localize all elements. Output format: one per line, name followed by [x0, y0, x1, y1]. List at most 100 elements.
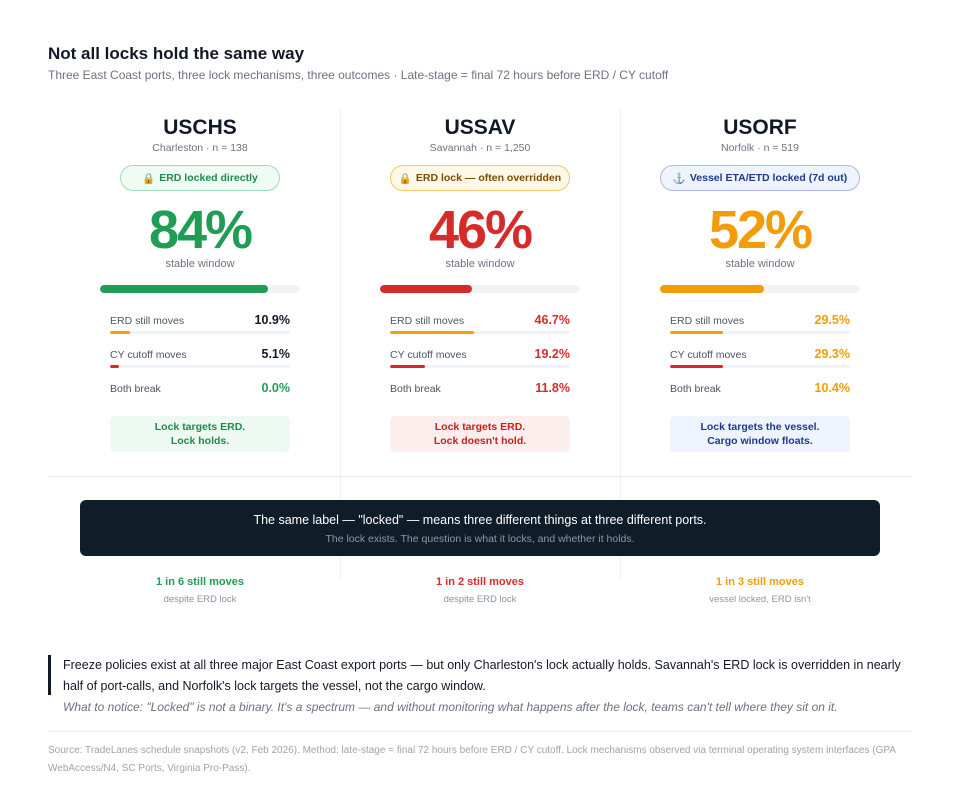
- what-to-notice: What to notice: "Locked" is not a binary…: [63, 700, 838, 714]
- verdict-line: Lock targets the vessel.: [700, 421, 820, 433]
- stable-window-bar: [660, 285, 860, 293]
- verdict-line: Lock targets ERD.: [434, 421, 526, 433]
- metric-label: ERD still moves: [670, 315, 745, 327]
- metric-label: CY cutoff moves: [670, 349, 747, 361]
- verdict-box: Lock targets ERD. Lock holds.: [110, 416, 290, 452]
- stable-window-percent: 84%: [148, 200, 253, 260]
- lock-mechanism-badge: 🔒 ERD locked directly: [120, 165, 280, 191]
- lock-mechanism-label: ERD lock — often overridden: [415, 172, 562, 184]
- metric-bar-fill: [110, 331, 130, 334]
- metric-bar: [110, 331, 290, 334]
- stable-window-bar-fill: [660, 285, 764, 293]
- page-title: Not all locks hold the same way: [48, 44, 305, 63]
- footer-stat-main: 1 in 3 still moves: [715, 576, 805, 588]
- column-divider: [340, 110, 341, 578]
- anchor-icon: ⚓: [672, 172, 686, 185]
- verdict-box: Lock targets ERD. Lock doesn't hold.: [390, 416, 570, 452]
- port-subtitle: Norfolk · n = 519: [721, 142, 799, 154]
- port-code: USCHS: [163, 116, 237, 139]
- metric-label: Both break: [110, 383, 161, 395]
- verdict-line: Lock holds.: [170, 435, 230, 447]
- stable-window-bar-fill: [380, 285, 472, 293]
- metric-value: 10.9%: [254, 313, 290, 327]
- footer-stat-usorf: 1 in 3 still moves vessel locked, ERD is…: [660, 576, 860, 605]
- metric-value: 11.8%: [535, 381, 570, 395]
- stable-window-bar: [100, 285, 300, 293]
- takeaway-note: Freeze policies exist at all three major…: [48, 655, 912, 695]
- verdict-line: Cargo window floats.: [707, 435, 813, 447]
- stable-window-label: stable window: [445, 258, 515, 270]
- metric-both-break: Both break 10.4%: [670, 381, 850, 407]
- metric-bar-fill: [670, 331, 724, 334]
- metric-label: ERD still moves: [110, 315, 185, 327]
- metric-label: Both break: [670, 383, 721, 395]
- metric-value: 10.4%: [814, 381, 850, 395]
- metric-erd-still-moves: ERD still moves 46.7%: [390, 313, 570, 339]
- metric-bar-fill: [670, 365, 723, 368]
- lock-icon: 🔒: [142, 172, 156, 185]
- footer-stat-uschs: 1 in 6 still moves despite ERD lock: [100, 576, 300, 605]
- lock-mechanism-label: Vessel ETA/ETD locked (7d out): [689, 172, 848, 184]
- port-column-uschs: USCHS Charleston · n = 138 🔒 ERD locked …: [100, 110, 380, 480]
- port-column-ussav: USSAV Savannah · n = 1,250 🔒 ERD lock — …: [380, 110, 660, 480]
- metric-erd-still-moves: ERD still moves 10.9%: [110, 313, 290, 339]
- stable-window-bar-fill: [100, 285, 268, 293]
- metric-label: CY cutoff moves: [390, 349, 467, 361]
- lock-icon: 🔒: [398, 172, 412, 185]
- banner-headline: The same label — "locked" — means three …: [253, 513, 707, 527]
- port-subtitle: Savannah · n = 1,250: [429, 142, 531, 154]
- footer-stat-sub: vessel locked, ERD isn't: [709, 594, 811, 605]
- source-divider: [48, 731, 912, 732]
- metric-bar: [390, 331, 570, 334]
- banner-subtext: The lock exists. The question is what it…: [325, 533, 635, 545]
- stable-window-percent: 46%: [428, 200, 533, 260]
- metric-label: CY cutoff moves: [110, 349, 187, 361]
- verdict-box: Lock targets the vessel. Cargo window fl…: [670, 416, 850, 452]
- key-message-banner: The same label — "locked" — means three …: [80, 500, 880, 556]
- stable-window-label: stable window: [725, 258, 795, 270]
- footer-stat-ussav: 1 in 2 still moves despite ERD lock: [380, 576, 580, 605]
- metric-cy-cutoff-moves: CY cutoff moves 19.2%: [390, 347, 570, 373]
- metric-value: 46.7%: [534, 313, 570, 327]
- source-note: Source: TradeLanes schedule snapshots (v…: [48, 745, 896, 774]
- verdict-line: Lock targets ERD.: [154, 421, 246, 433]
- metric-value: 0.0%: [261, 381, 291, 395]
- metric-label: Both break: [390, 383, 441, 395]
- port-subtitle: Charleston · n = 138: [152, 142, 248, 154]
- lock-mechanism-badge: 🔒 ERD lock — often overridden: [390, 165, 570, 191]
- lock-mechanism-label: ERD locked directly: [159, 172, 258, 184]
- metric-value: 29.5%: [814, 313, 850, 327]
- metric-bar: [670, 365, 850, 368]
- metric-value: 5.1%: [261, 347, 291, 361]
- metric-value: 29.3%: [814, 347, 850, 361]
- port-code: USORF: [723, 116, 797, 139]
- metric-both-break: Both break 11.8%: [390, 381, 570, 407]
- metric-bar-fill: [390, 365, 425, 368]
- metric-cy-cutoff-moves: CY cutoff moves 29.3%: [670, 347, 850, 373]
- stable-window-percent: 52%: [708, 200, 813, 260]
- metric-label: ERD still moves: [390, 315, 465, 327]
- metric-cy-cutoff-moves: CY cutoff moves 5.1%: [110, 347, 290, 373]
- port-code: USSAV: [444, 116, 516, 139]
- port-column-usorf: USORF Norfolk · n = 519 ⚓ Vessel ETA/ETD…: [660, 110, 940, 480]
- metric-bar: [110, 365, 290, 368]
- footer-stat-sub: despite ERD lock: [163, 594, 237, 605]
- metric-bar: [670, 331, 850, 334]
- lock-mechanism-badge: ⚓ Vessel ETA/ETD locked (7d out): [660, 165, 860, 191]
- metric-both-break: Both break 0.0%: [110, 381, 290, 407]
- footer-stat-main: 1 in 6 still moves: [155, 576, 245, 588]
- column-divider: [620, 110, 621, 578]
- metric-bar-fill: [390, 331, 475, 334]
- metric-bar-fill: [110, 365, 120, 368]
- stable-window-bar: [380, 285, 580, 293]
- metric-bar: [390, 365, 570, 368]
- footer-stat-main: 1 in 2 still moves: [435, 576, 525, 588]
- verdict-line: Lock doesn't hold.: [433, 435, 527, 447]
- metric-erd-still-moves: ERD still moves 29.5%: [670, 313, 850, 339]
- page-subtitle: Three East Coast ports, three lock mecha…: [48, 68, 669, 82]
- metric-value: 19.2%: [534, 347, 570, 361]
- section-divider: [48, 476, 912, 477]
- stable-window-label: stable window: [165, 258, 235, 270]
- footer-stat-sub: despite ERD lock: [443, 594, 517, 605]
